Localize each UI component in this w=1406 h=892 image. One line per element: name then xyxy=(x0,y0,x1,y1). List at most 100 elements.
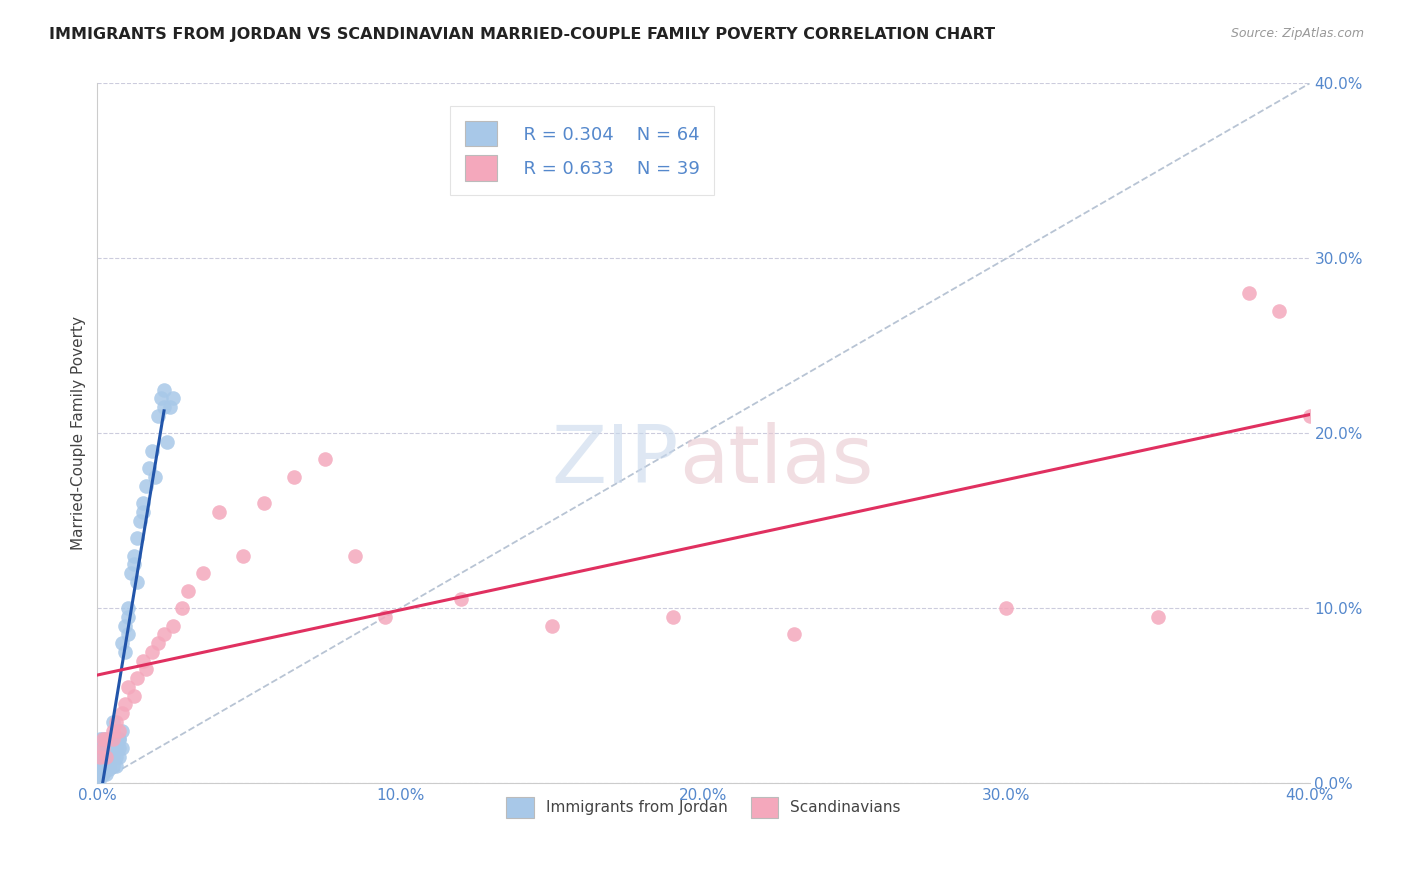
Point xyxy=(783,627,806,641)
Point xyxy=(143,470,166,484)
Point xyxy=(122,558,145,572)
Point xyxy=(153,627,176,641)
Point xyxy=(104,732,127,747)
Point xyxy=(450,592,472,607)
Point xyxy=(89,771,111,785)
Text: ZIP: ZIP xyxy=(551,422,679,500)
Point xyxy=(132,496,155,510)
Point xyxy=(374,610,396,624)
Point xyxy=(156,434,179,449)
Point xyxy=(93,741,115,756)
Point xyxy=(117,627,139,641)
Point xyxy=(343,549,366,563)
Point xyxy=(283,470,305,484)
Point xyxy=(114,618,136,632)
Point xyxy=(89,749,111,764)
Point xyxy=(93,741,115,756)
Point xyxy=(122,689,145,703)
Point xyxy=(104,758,127,772)
Point xyxy=(107,723,129,738)
Point xyxy=(104,749,127,764)
Point xyxy=(107,741,129,756)
Point xyxy=(232,549,254,563)
Point xyxy=(96,732,118,747)
Point xyxy=(93,749,115,764)
Point xyxy=(101,723,124,738)
Point xyxy=(93,732,115,747)
Point xyxy=(101,749,124,764)
Point xyxy=(141,645,163,659)
Point xyxy=(98,758,121,772)
Point xyxy=(135,662,157,676)
Point xyxy=(114,645,136,659)
Point xyxy=(96,749,118,764)
Point xyxy=(107,732,129,747)
Point xyxy=(96,758,118,772)
Point xyxy=(101,758,124,772)
Point xyxy=(125,671,148,685)
Point xyxy=(125,531,148,545)
Point xyxy=(101,741,124,756)
Text: IMMIGRANTS FROM JORDAN VS SCANDINAVIAN MARRIED-COUPLE FAMILY POVERTY CORRELATION: IMMIGRANTS FROM JORDAN VS SCANDINAVIAN M… xyxy=(49,27,995,42)
Point xyxy=(101,714,124,729)
Point xyxy=(110,723,132,738)
Point xyxy=(104,741,127,756)
Point xyxy=(89,767,111,781)
Point xyxy=(314,452,336,467)
Point xyxy=(1147,610,1170,624)
Point xyxy=(1298,409,1320,423)
Point xyxy=(1268,303,1291,318)
Point xyxy=(995,601,1018,615)
Point xyxy=(96,741,118,756)
Point xyxy=(89,758,111,772)
Point xyxy=(104,714,127,729)
Point xyxy=(110,636,132,650)
Point xyxy=(138,461,160,475)
Point xyxy=(98,749,121,764)
Point xyxy=(93,758,115,772)
Legend: Immigrants from Jordan, Scandinavians: Immigrants from Jordan, Scandinavians xyxy=(501,790,907,824)
Point xyxy=(162,391,184,405)
Point xyxy=(96,749,118,764)
Point xyxy=(146,409,169,423)
Point xyxy=(117,680,139,694)
Point xyxy=(101,732,124,747)
Point xyxy=(89,732,111,747)
Point xyxy=(96,767,118,781)
Point xyxy=(107,749,129,764)
Point xyxy=(98,741,121,756)
Point xyxy=(89,767,111,781)
Point xyxy=(110,706,132,720)
Point xyxy=(93,762,115,776)
Point xyxy=(132,654,155,668)
Point xyxy=(96,758,118,772)
Point xyxy=(153,400,176,414)
Point xyxy=(1237,286,1260,301)
Point xyxy=(117,601,139,615)
Point xyxy=(117,610,139,624)
Point xyxy=(110,741,132,756)
Point xyxy=(101,732,124,747)
Point xyxy=(93,767,115,781)
Point xyxy=(207,505,229,519)
Point xyxy=(150,391,173,405)
Y-axis label: Married-Couple Family Poverty: Married-Couple Family Poverty xyxy=(72,317,86,550)
Point xyxy=(162,618,184,632)
Point xyxy=(541,618,564,632)
Point xyxy=(193,566,215,581)
Text: atlas: atlas xyxy=(679,422,873,500)
Point xyxy=(120,566,142,581)
Point xyxy=(132,505,155,519)
Point xyxy=(153,383,176,397)
Point xyxy=(141,443,163,458)
Point xyxy=(114,698,136,712)
Point xyxy=(93,755,115,769)
Point xyxy=(98,762,121,776)
Text: Source: ZipAtlas.com: Source: ZipAtlas.com xyxy=(1230,27,1364,40)
Point xyxy=(172,601,194,615)
Point xyxy=(89,749,111,764)
Point xyxy=(125,574,148,589)
Point xyxy=(135,479,157,493)
Point xyxy=(159,400,181,414)
Point xyxy=(146,636,169,650)
